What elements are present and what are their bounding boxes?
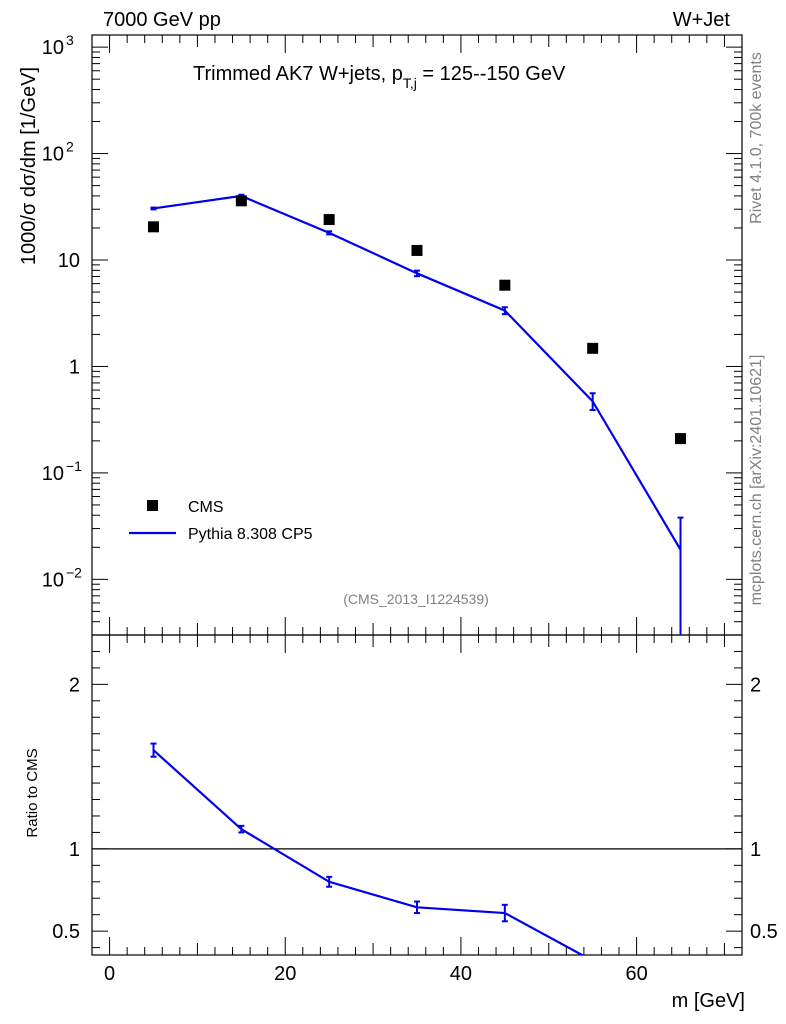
cms-data-point [323,214,335,226]
main-title: Trimmed AK7 W+jets, pT,j = 125--150 GeV [193,63,566,91]
y-tick-label-exponent: −1 [66,458,82,474]
x-tick-label: 60 [625,963,647,985]
ratio-y-axis: 0.5 0.5 1 1 2 2 [52,634,778,949]
ratio-panel-frame [91,634,743,956]
y-tick-label: 10 [42,569,64,591]
main-title-suffix: = 125--150 GeV [417,63,566,85]
header-process-label: W+Jet [673,9,731,31]
y-tick-label-exponent: 2 [66,139,74,155]
analysis-id-label: (CMS_2013_I1224539) [343,591,489,607]
y-tick-label: 1 [69,356,80,378]
cms-data-point [235,195,247,207]
cms-data-point [675,433,687,445]
legend-cms-marker [147,500,158,511]
y-tick-label: 10 [42,37,64,59]
ratio-y-tick-label-right: 0.5 [750,921,778,943]
main-panel-frame [91,34,743,636]
legend-pythia-label: Pythia 8.308 CP5 [188,526,313,543]
y-tick-label-exponent: −2 [66,564,82,580]
main-title-subscript: T,j [403,75,417,91]
ratio-y-tick-label-right: 2 [750,674,761,696]
header-energy-label: 7000 GeV pp [103,9,221,31]
x-tick-label: 0 [104,963,115,985]
cms-series [147,195,687,445]
cms-data-point [411,244,423,256]
ratio-y-tick-label-right: 1 [750,839,761,861]
rivet-version-label: Rivet 4.1.0, 700k events [748,52,765,224]
cms-data-point [587,342,599,354]
x-tick-label: 40 [450,963,472,985]
ratio-y-axis-label: Ratio to CMS [24,748,41,837]
main-y-axis-label: 1000/σ dσ/dm [1/GeV] [18,67,40,265]
x-axis-label: m [GeV] [672,990,745,1012]
ratio-y-tick-label: 2 [69,674,80,696]
main-title-prefix: Trimmed AK7 W+jets, p [193,63,403,85]
mcplots-label: mcplots.cern.ch [arXiv:2401.10621] [748,355,765,606]
cms-data-point [147,221,159,233]
x-tick-label: 20 [274,963,296,985]
cms-data-point [499,279,511,291]
pythia-series [150,193,684,635]
ratio-y-tick-label: 1 [69,839,80,861]
y-tick-label: 10 [58,250,80,272]
y-tick-label: 10 [42,144,64,166]
ratio-series [150,742,585,955]
x-axis: 0 20 40 60 [104,35,725,985]
legend-cms-label: CMS [188,499,224,516]
legend: CMS Pythia 8.308 CP5 [129,499,313,543]
y-tick-label-exponent: 3 [66,32,74,48]
ratio-line [152,749,585,955]
ratio-y-tick-label: 0.5 [52,921,80,943]
y-tick-label: 10 [42,463,64,485]
